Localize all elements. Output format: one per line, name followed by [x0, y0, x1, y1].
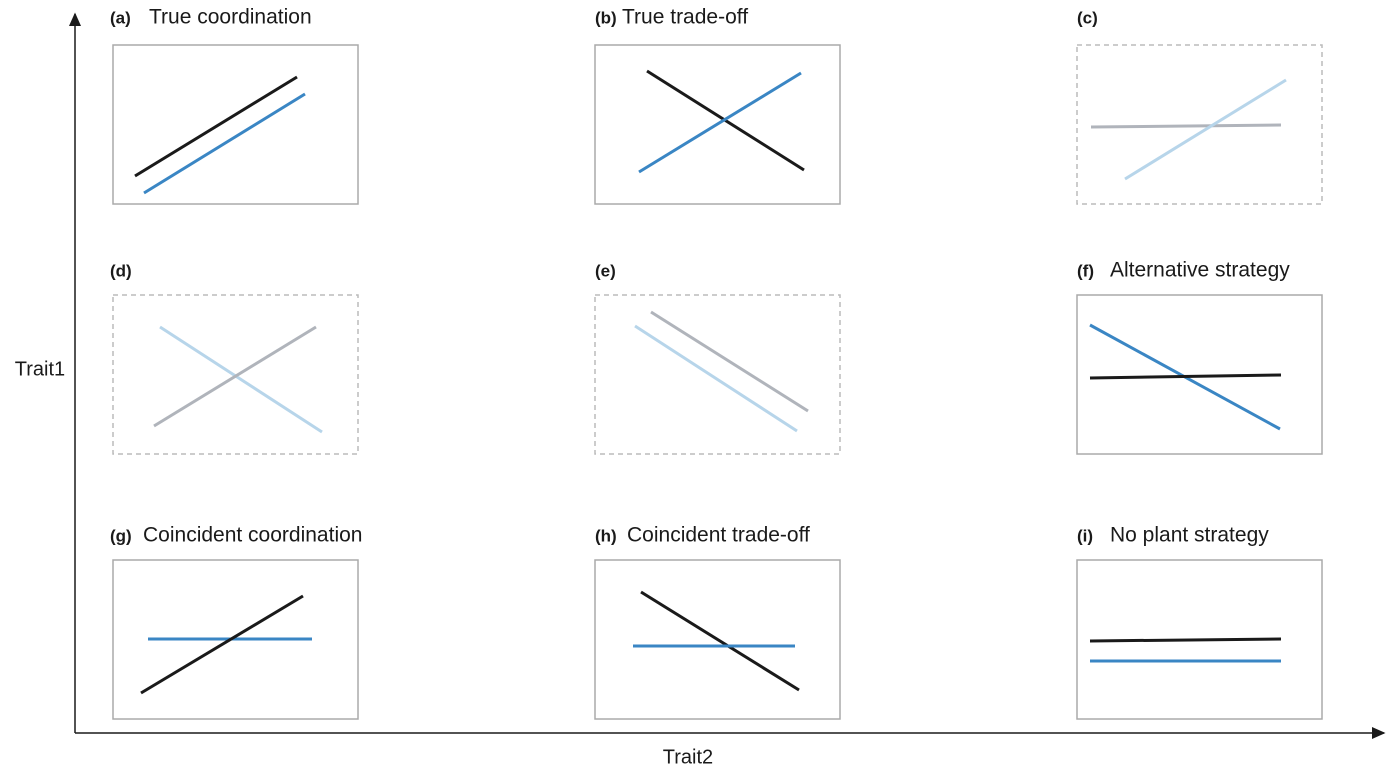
line: [1089, 373, 1282, 380]
line: [153, 325, 317, 428]
panel-label: (i): [1077, 526, 1093, 545]
line: [143, 92, 306, 195]
panel-label: (f): [1077, 261, 1094, 280]
panel-box: [1076, 559, 1323, 720]
line: [140, 594, 304, 695]
y-axis-label: Trait1: [15, 358, 65, 380]
panel-label: (h): [595, 526, 617, 545]
panel-title: No plant strategy: [1110, 524, 1269, 547]
panel-title: Alternative strategy: [1110, 259, 1290, 282]
panel-box: [594, 44, 841, 205]
panel-label: (d): [110, 261, 132, 280]
x-axis-label: Trait2: [663, 746, 713, 768]
panel-label: (a): [110, 8, 131, 27]
panel-box: [112, 294, 359, 455]
panel-title: True trade-off: [622, 6, 748, 29]
panel-box: [594, 559, 841, 720]
panel-title: True coordination: [149, 6, 312, 29]
panel-box: [1076, 44, 1323, 205]
panel-box: [1076, 294, 1323, 455]
panel-label: (e): [595, 261, 616, 280]
line: [134, 75, 298, 178]
panel-box: [112, 559, 359, 720]
panel-label: (b): [595, 8, 617, 27]
line: [650, 310, 809, 413]
line: [640, 590, 800, 692]
line: [1124, 78, 1287, 181]
panel-box: [112, 44, 359, 205]
line: [1090, 123, 1282, 129]
line: [638, 71, 802, 174]
panel-title: Coincident coordination: [143, 524, 362, 547]
line: [634, 324, 798, 433]
panel-label: (g): [110, 526, 132, 545]
line: [1089, 637, 1282, 643]
panel-label: (c): [1077, 8, 1098, 27]
panel-box: [594, 294, 841, 455]
line: [159, 325, 323, 434]
panel-title: Coincident trade-off: [627, 524, 810, 547]
